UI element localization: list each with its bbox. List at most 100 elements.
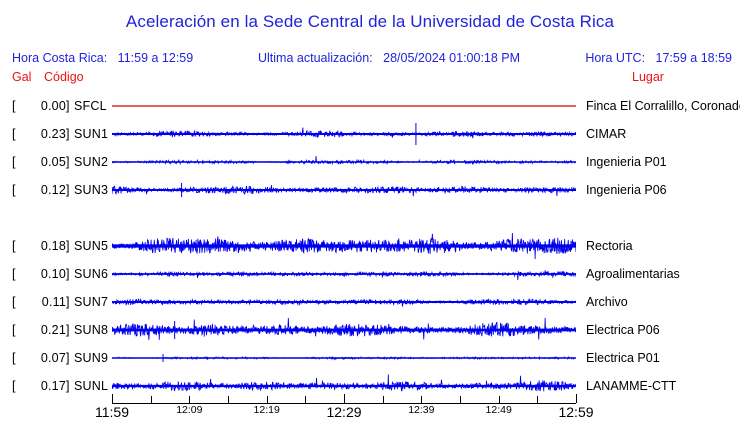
- waveform-sunl[interactable]: [112, 372, 576, 400]
- waveform-sun3[interactable]: [112, 176, 576, 204]
- axis-tick-label: 12:39: [408, 404, 435, 416]
- bracket-open: [: [12, 127, 16, 141]
- trace-station-code[interactable]: SUN1: [74, 127, 109, 141]
- waveform-sun5[interactable]: [112, 232, 576, 260]
- bracket-open: [: [12, 99, 16, 113]
- trace-label-group: [0.23] SUN1: [12, 127, 108, 141]
- trace-gal-value: 0.07: [40, 351, 66, 365]
- local-time-group: Hora Costa Rica: 11:59 a 12:59: [12, 51, 193, 65]
- utc-time-group: Hora UTC: 17:59 a 18:59: [585, 51, 732, 65]
- axis-tick-label: 12:19: [253, 404, 280, 416]
- axis-tick: [498, 396, 500, 403]
- bracket-close: ]: [66, 351, 70, 365]
- waveform-sun8[interactable]: [112, 316, 576, 344]
- last-update-value: 28/05/2024 01:00:18 PM: [383, 51, 521, 65]
- bracket-open: [: [12, 267, 16, 281]
- bracket-open: [: [12, 239, 16, 253]
- trace-row-sun5: [0.18] SUN5 Rectoria: [0, 232, 740, 260]
- bracket-close: ]: [66, 127, 70, 141]
- trace-gal-value: 0.10: [40, 267, 66, 281]
- axis-tick-half: [382, 396, 384, 403]
- local-time-value: 11:59 a 12:59: [117, 51, 194, 65]
- trace-gal-value: 0.23: [40, 127, 66, 141]
- trace-label-group: [0.12] SUN3: [12, 183, 108, 197]
- waveform-sun1[interactable]: [112, 120, 576, 148]
- trace-place-label: Finca El Corralillo, Coronado: [586, 99, 740, 113]
- axis-tick: [112, 394, 113, 403]
- trace-station-code[interactable]: SUN6: [74, 267, 109, 281]
- trace-label-group: [0.00] SFCL: [12, 99, 107, 113]
- trace-station-code[interactable]: SUN7: [74, 295, 109, 309]
- trace-station-code[interactable]: SUN3: [74, 183, 109, 197]
- bracket-close: ]: [66, 323, 70, 337]
- trace-station-code[interactable]: SUN5: [74, 239, 109, 253]
- last-update-group: Ultima actualización: 28/05/2024 01:00:1…: [258, 51, 520, 65]
- axis-tick-half: [460, 396, 461, 403]
- trace-place-label: Electrica P01: [586, 351, 660, 365]
- trace-row-sun7: [0.11] SUN7 Archivo: [0, 288, 740, 316]
- trace-label-group: [0.18] SUN5: [12, 239, 108, 253]
- trace-place-label: Rectoria: [586, 239, 633, 253]
- axis-tick-label: 11:59: [95, 404, 129, 420]
- axis-tick-half: [150, 396, 152, 403]
- trace-place-label: CIMAR: [586, 127, 627, 141]
- trace-row-sun8: [0.21] SUN8 Electrica P06: [0, 316, 740, 344]
- trace-place-label: Ingenieria P01: [586, 155, 667, 169]
- column-header-gal: Gal: [12, 70, 32, 84]
- trace-gal-value: 0.18: [40, 239, 66, 253]
- trace-station-code[interactable]: SFCL: [74, 99, 107, 113]
- bracket-open: [: [12, 295, 16, 309]
- trace-station-code[interactable]: SUN2: [74, 155, 109, 169]
- trace-place-label: Ingenieria P06: [586, 183, 667, 197]
- trace-row-sun9: [0.07] SUN9 Electrica P01: [0, 344, 740, 372]
- waveform-sun6[interactable]: [112, 260, 576, 288]
- trace-gal-value: 0.17: [40, 379, 66, 393]
- axis-tick-label: 12:59: [558, 404, 594, 420]
- last-update-label: Ultima actualización:: [258, 51, 373, 65]
- local-time-label: Hora Costa Rica:: [12, 51, 108, 65]
- trace-row-sun6: [0.10] SUN6 Agroalimentarias: [0, 260, 740, 288]
- trace-station-code[interactable]: SUN8: [74, 323, 109, 337]
- bracket-open: [: [12, 379, 16, 393]
- trace-gal-value: 0.05: [40, 155, 66, 169]
- trace-gal-value: 0.00: [40, 99, 66, 113]
- column-header-row: Gal Código Lugar: [0, 70, 740, 88]
- trace-gal-value: 0.21: [40, 323, 66, 337]
- header-info-row: Hora Costa Rica: 11:59 a 12:59 Ultima ac…: [0, 51, 740, 69]
- trace-label-group: [0.05] SUN2: [12, 155, 108, 169]
- axis-tick-label: 12:29: [326, 404, 362, 420]
- trace-row-sunl: [0.17] SUNL LANAMME-CTT: [0, 372, 740, 400]
- trace-row-empty: [0, 204, 740, 232]
- trace-place-label: Electrica P06: [586, 323, 660, 337]
- trace-label-group: [0.10] SUN6: [12, 267, 108, 281]
- trace-label-group: [0.21] SUN8: [12, 323, 108, 337]
- bracket-close: ]: [66, 295, 70, 309]
- trace-place-label: Agroalimentarias: [586, 267, 680, 281]
- axis-tick: [266, 396, 268, 403]
- bracket-open: [: [12, 323, 16, 337]
- waveform-sfcl[interactable]: [112, 92, 576, 120]
- bracket-close: ]: [66, 239, 70, 253]
- waveform-sun7[interactable]: [112, 288, 576, 316]
- axis-tick-label: 12:09: [176, 404, 203, 416]
- waveform-sun9[interactable]: [112, 344, 576, 372]
- time-axis: 11:59 12:09 12:19 12:29 12:39 12:49 12:59: [0, 392, 740, 423]
- utc-time-value: 17:59 a 18:59: [655, 51, 732, 65]
- waveform-sun2[interactable]: [112, 148, 576, 176]
- trace-station-code[interactable]: SUN9: [74, 351, 109, 365]
- seismogram-trace-area: [0.00] SFCL Finca El Corralillo, Coronado […: [0, 92, 740, 393]
- bracket-open: [: [12, 155, 16, 169]
- bracket-open: [: [12, 351, 16, 365]
- bracket-close: ]: [66, 99, 70, 113]
- axis-tick: [344, 394, 345, 403]
- axis-tick-half: [228, 396, 229, 403]
- utc-time-label: Hora UTC:: [585, 51, 646, 65]
- trace-station-code[interactable]: SUNL: [74, 379, 109, 393]
- axis-tick-half: [305, 396, 307, 403]
- trace-gal-value: 0.12: [40, 183, 66, 197]
- trace-label-group: [0.17] SUNL: [12, 379, 108, 393]
- trace-place-label: Archivo: [586, 295, 628, 309]
- bracket-close: ]: [66, 183, 70, 197]
- axis-tick: [576, 394, 577, 403]
- column-header-lugar: Lugar: [632, 70, 664, 84]
